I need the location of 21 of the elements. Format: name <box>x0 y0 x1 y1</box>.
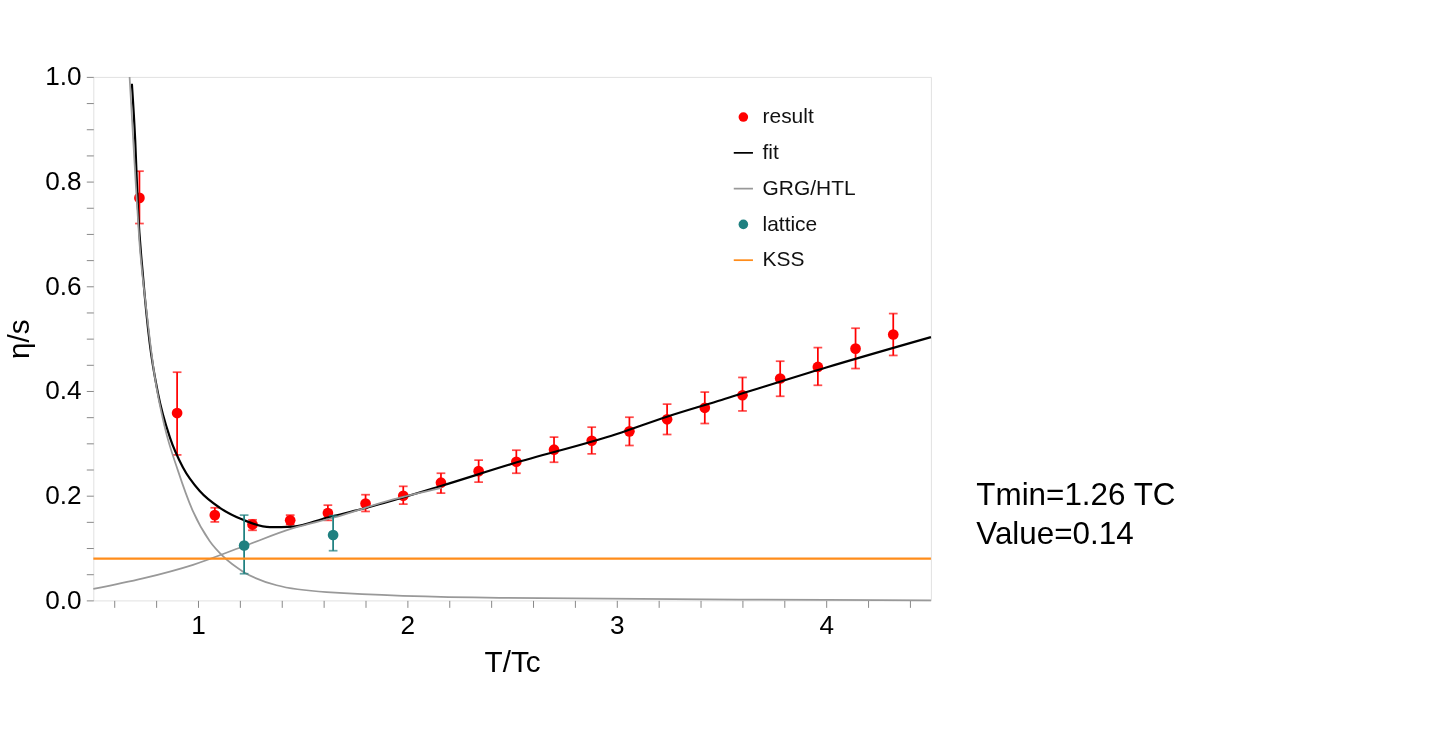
x-axis-title: T/Tc <box>484 644 541 678</box>
legend-label: KSS <box>762 247 805 271</box>
y-tick-label: 0.4 <box>45 375 82 406</box>
line-series <box>130 82 933 529</box>
legend-label: fit <box>762 139 780 163</box>
y-tick-label: 0.0 <box>45 584 82 615</box>
text: Value=0.14 <box>976 515 1134 551</box>
y-tick-label: 0.8 <box>45 165 82 196</box>
y-tick-label: 0.6 <box>45 270 82 301</box>
legend-label: lattice <box>762 211 818 235</box>
text: Tmin=1.26 TC <box>976 477 1176 513</box>
point <box>850 343 861 354</box>
x-tick-label: 4 <box>819 610 834 641</box>
x-tick-label: 3 <box>610 610 625 641</box>
legend-label: GRG/HTL <box>762 175 856 199</box>
y-axis-title: η/s <box>1 319 35 359</box>
x-tick-label: 1 <box>191 610 206 641</box>
legend-label: result <box>762 104 814 128</box>
y-tick-label: 0.2 <box>45 480 82 511</box>
y-tick-label: 1.0 <box>45 61 82 92</box>
x-tick-label: 2 <box>400 610 416 641</box>
